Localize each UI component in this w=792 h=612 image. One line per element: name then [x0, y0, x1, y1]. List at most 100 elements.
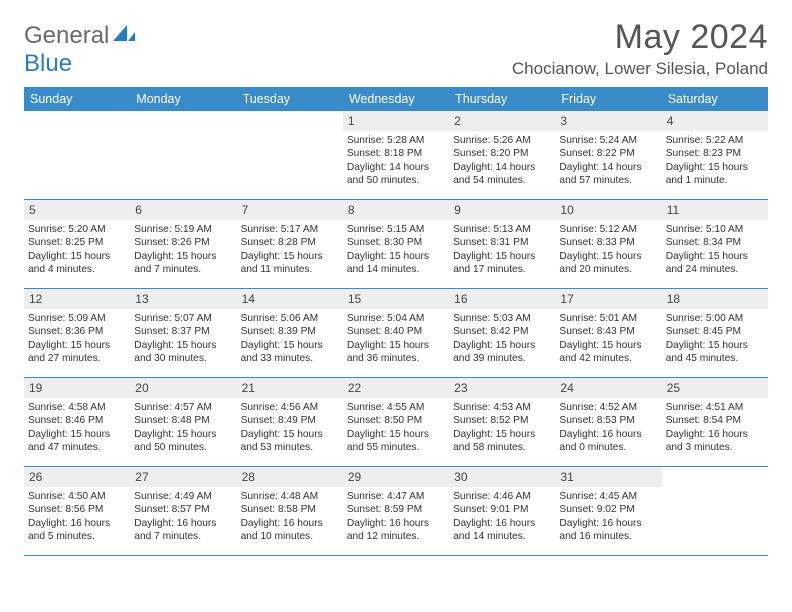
calendar-day-cell: 22 Sunrise: 4:55 AMSunset: 8:50 PMDayligh… [343, 378, 449, 466]
logo: General Blue [24, 18, 139, 78]
calendar-day-cell: 5 Sunrise: 5:20 AMSunset: 8:25 PMDaylight… [24, 200, 130, 288]
day-number: 26 [24, 467, 130, 487]
calendar-week-row: 26 Sunrise: 4:50 AMSunset: 8:56 PMDayligh… [24, 467, 768, 556]
calendar-week-row: 5 Sunrise: 5:20 AMSunset: 8:25 PMDaylight… [24, 200, 768, 289]
title-block: May 2024 Chocianow, Lower Silesia, Polan… [512, 18, 768, 79]
calendar-day-cell: 11 Sunrise: 5:10 AMSunset: 8:34 PMDayligh… [662, 200, 768, 288]
day-number: 1 [343, 111, 449, 131]
calendar-day-cell: 4 Sunrise: 5:22 AMSunset: 8:23 PMDaylight… [662, 111, 768, 199]
day-number: 13 [130, 289, 236, 309]
weekday-header-cell: Thursday [449, 87, 555, 111]
day-details: Sunrise: 5:09 AMSunset: 8:36 PMDaylight:… [28, 312, 126, 366]
day-details: Sunrise: 5:12 AMSunset: 8:33 PMDaylight:… [559, 223, 657, 277]
page-header: General Blue May 2024 Chocianow, Lower S… [24, 18, 768, 79]
calendar-body: 1 Sunrise: 5:28 AMSunset: 8:18 PMDaylight… [24, 111, 768, 556]
day-details: Sunrise: 5:28 AMSunset: 8:18 PMDaylight:… [347, 134, 445, 188]
weekday-header-cell: Tuesday [237, 87, 343, 111]
day-details: Sunrise: 4:47 AMSunset: 8:59 PMDaylight:… [347, 490, 445, 544]
calendar-empty-cell [130, 111, 236, 199]
calendar: SundayMondayTuesdayWednesdayThursdayFrid… [24, 87, 768, 556]
calendar-day-cell: 3 Sunrise: 5:24 AMSunset: 8:22 PMDaylight… [555, 111, 661, 199]
day-number: 4 [662, 111, 768, 131]
day-number: 8 [343, 200, 449, 220]
calendar-day-cell: 27Sunrise: 4:49 AMSunset: 8:57 PMDayligh… [130, 467, 236, 555]
logo-icon [111, 22, 139, 50]
day-number: 15 [343, 289, 449, 309]
weekday-header-cell: Wednesday [343, 87, 449, 111]
day-number: 2 [449, 111, 555, 131]
day-number: 10 [555, 200, 661, 220]
day-number: 22 [343, 378, 449, 398]
day-number: 14 [237, 289, 343, 309]
calendar-empty-cell [237, 111, 343, 199]
calendar-day-cell: 24 Sunrise: 4:52 AMSunset: 8:53 PMDayligh… [555, 378, 661, 466]
day-details: Sunrise: 5:03 AMSunset: 8:42 PMDaylight:… [453, 312, 551, 366]
weekday-header-cell: Sunday [24, 87, 130, 111]
day-number: 27 [130, 467, 236, 487]
day-number: 28 [237, 467, 343, 487]
day-details: Sunrise: 4:50 AMSunset: 8:56 PMDaylight:… [28, 490, 126, 544]
calendar-day-cell: 20 Sunrise: 4:57 AMSunset: 8:48 PMDayligh… [130, 378, 236, 466]
calendar-week-row: 12 Sunrise: 5:09 AMSunset: 8:36 PMDayligh… [24, 289, 768, 378]
day-number: 3 [555, 111, 661, 131]
calendar-day-cell: 26 Sunrise: 4:50 AMSunset: 8:56 PMDayligh… [24, 467, 130, 555]
day-number: 9 [449, 200, 555, 220]
day-number: 31 [555, 467, 661, 487]
day-number: 11 [662, 200, 768, 220]
day-details: Sunrise: 5:06 AMSunset: 8:39 PMDaylight:… [241, 312, 339, 366]
calendar-day-cell: 6Sunrise: 5:19 AMSunset: 8:26 PMDaylight… [130, 200, 236, 288]
day-details: Sunrise: 4:52 AMSunset: 8:53 PMDaylight:… [559, 401, 657, 455]
day-details: Sunrise: 5:13 AMSunset: 8:31 PMDaylight:… [453, 223, 551, 277]
calendar-day-cell: 31Sunrise: 4:45 AMSunset: 9:02 PMDayligh… [555, 467, 661, 555]
day-details: Sunrise: 4:51 AMSunset: 8:54 PMDaylight:… [666, 401, 764, 455]
day-number: 16 [449, 289, 555, 309]
calendar-day-cell: 28 Sunrise: 4:48 AMSunset: 8:58 PMDayligh… [237, 467, 343, 555]
calendar-day-cell: 7 Sunrise: 5:17 AMSunset: 8:28 PMDaylight… [237, 200, 343, 288]
calendar-day-cell: 8 Sunrise: 5:15 AMSunset: 8:30 PMDaylight… [343, 200, 449, 288]
calendar-empty-cell [662, 467, 768, 555]
calendar-day-cell: 25Sunrise: 4:51 AMSunset: 8:54 PMDayligh… [662, 378, 768, 466]
logo-word-1: General [24, 22, 109, 50]
calendar-day-cell: 30Sunrise: 4:46 AMSunset: 9:01 PMDayligh… [449, 467, 555, 555]
calendar-day-cell: 13Sunrise: 5:07 AMSunset: 8:37 PMDayligh… [130, 289, 236, 377]
day-number: 7 [237, 200, 343, 220]
day-number: 5 [24, 200, 130, 220]
calendar-day-cell: 23 Sunrise: 4:53 AMSunset: 8:52 PMDayligh… [449, 378, 555, 466]
day-details: Sunrise: 5:01 AMSunset: 8:43 PMDaylight:… [559, 312, 657, 366]
calendar-day-cell: 19Sunrise: 4:58 AMSunset: 8:46 PMDayligh… [24, 378, 130, 466]
calendar-day-cell: 9 Sunrise: 5:13 AMSunset: 8:31 PMDaylight… [449, 200, 555, 288]
day-number: 12 [24, 289, 130, 309]
day-number: 29 [343, 467, 449, 487]
day-details: Sunrise: 4:57 AMSunset: 8:48 PMDaylight:… [134, 401, 232, 455]
day-number: 24 [555, 378, 661, 398]
location-text: Chocianow, Lower Silesia, Poland [512, 59, 768, 79]
month-title: May 2024 [512, 18, 768, 57]
day-details: Sunrise: 4:48 AMSunset: 8:58 PMDaylight:… [241, 490, 339, 544]
day-number: 17 [555, 289, 661, 309]
day-details: Sunrise: 5:22 AMSunset: 8:23 PMDaylight:… [666, 134, 764, 188]
calendar-day-cell: 10 Sunrise: 5:12 AMSunset: 8:33 PMDayligh… [555, 200, 661, 288]
day-details: Sunrise: 5:04 AMSunset: 8:40 PMDaylight:… [347, 312, 445, 366]
weekday-header-cell: Monday [130, 87, 236, 111]
day-details: Sunrise: 5:20 AMSunset: 8:25 PMDaylight:… [28, 223, 126, 277]
calendar-day-cell: 1 Sunrise: 5:28 AMSunset: 8:18 PMDaylight… [343, 111, 449, 199]
day-details: Sunrise: 5:15 AMSunset: 8:30 PMDaylight:… [347, 223, 445, 277]
logo-word-2: Blue [24, 50, 109, 78]
calendar-day-cell: 17 Sunrise: 5:01 AMSunset: 8:43 PMDayligh… [555, 289, 661, 377]
calendar-day-cell: 29 Sunrise: 4:47 AMSunset: 8:59 PMDayligh… [343, 467, 449, 555]
calendar-day-cell: 12 Sunrise: 5:09 AMSunset: 8:36 PMDayligh… [24, 289, 130, 377]
day-number: 23 [449, 378, 555, 398]
day-details: Sunrise: 4:56 AMSunset: 8:49 PMDaylight:… [241, 401, 339, 455]
day-number: 18 [662, 289, 768, 309]
day-number: 20 [130, 378, 236, 398]
day-details: Sunrise: 5:17 AMSunset: 8:28 PMDaylight:… [241, 223, 339, 277]
day-details: Sunrise: 5:24 AMSunset: 8:22 PMDaylight:… [559, 134, 657, 188]
day-details: Sunrise: 5:10 AMSunset: 8:34 PMDaylight:… [666, 223, 764, 277]
calendar-week-row: 1 Sunrise: 5:28 AMSunset: 8:18 PMDaylight… [24, 111, 768, 200]
day-number: 19 [24, 378, 130, 398]
day-details: Sunrise: 4:46 AMSunset: 9:01 PMDaylight:… [453, 490, 551, 544]
day-number: 6 [130, 200, 236, 220]
day-details: Sunrise: 4:55 AMSunset: 8:50 PMDaylight:… [347, 401, 445, 455]
weekday-header-cell: Saturday [662, 87, 768, 111]
day-details: Sunrise: 4:53 AMSunset: 8:52 PMDaylight:… [453, 401, 551, 455]
